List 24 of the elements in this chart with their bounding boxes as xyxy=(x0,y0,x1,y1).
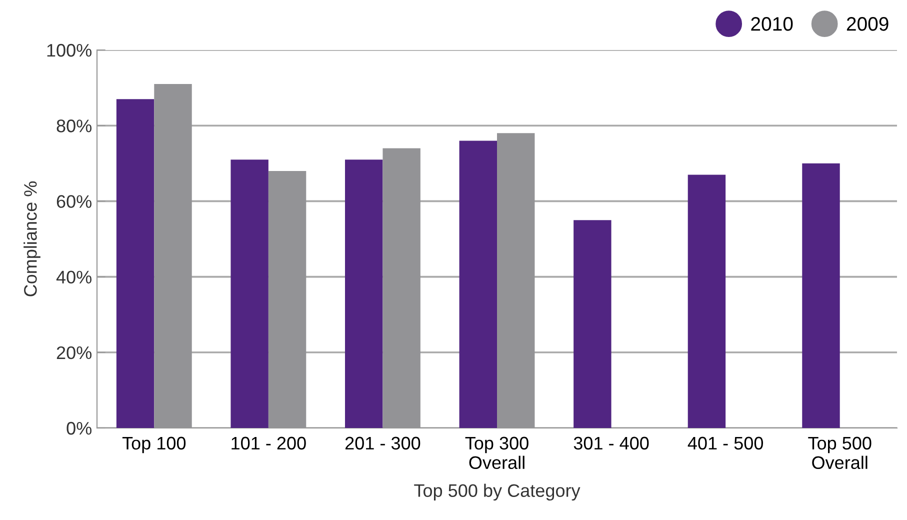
bar xyxy=(574,220,612,428)
x-tick-label: Top 500 Overall xyxy=(808,436,872,470)
x-tick-label: Top 100 xyxy=(122,436,186,454)
y-axis-title: Compliance % xyxy=(24,181,40,296)
y-tick-label: 100% xyxy=(47,44,92,57)
y-tick-label: 80% xyxy=(56,120,92,132)
y-tick-label: 20% xyxy=(56,346,92,360)
bar xyxy=(230,160,268,428)
legend-label: 2009 xyxy=(846,17,888,31)
bar xyxy=(688,174,726,428)
bar xyxy=(459,140,497,428)
y-tick-label: 40% xyxy=(56,270,92,284)
x-tick-label: 201 - 300 xyxy=(345,436,420,450)
bar xyxy=(116,99,154,428)
y-tick-label: 60% xyxy=(56,195,92,208)
x-tick-label: 301 - 400 xyxy=(574,436,649,450)
legend-label: 2010 xyxy=(751,17,793,31)
bar xyxy=(802,163,840,428)
y-tick-label: 0% xyxy=(66,422,92,435)
x-axis-title: Top 500 by Category xyxy=(414,484,580,501)
x-tick-label: 101 - 200 xyxy=(232,436,306,450)
x-tick-label: Top 300 Overall xyxy=(465,436,528,470)
bar xyxy=(345,160,383,428)
x-tick-label: 401 - 500 xyxy=(688,436,764,450)
